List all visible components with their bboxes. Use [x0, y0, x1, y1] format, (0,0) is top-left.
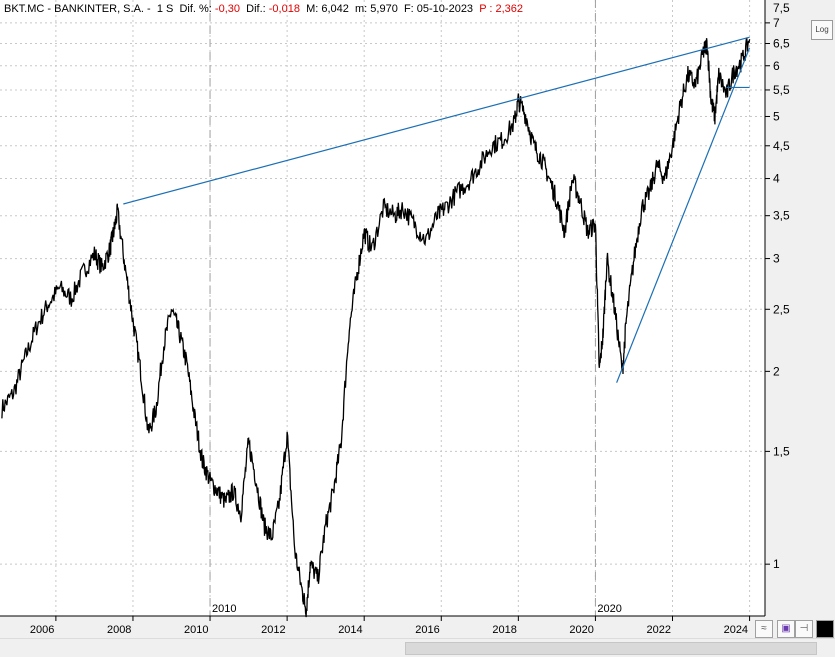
period-label: 1 S — [156, 3, 174, 15]
y-tick-label: 6,5 — [773, 36, 790, 50]
y-tick-label: 1,5 — [773, 444, 790, 458]
y-tick-label: 4,5 — [773, 139, 790, 153]
trendline — [616, 47, 751, 383]
x-tick-label: 2018 — [492, 624, 516, 636]
save-button[interactable]: ▣ — [777, 620, 795, 638]
dif-pct-label: Dif. %: — [179, 3, 212, 15]
x-tick-label: 2008 — [107, 624, 131, 636]
max-label: M: 6,042 — [306, 3, 349, 15]
x-tick-label: 2022 — [647, 624, 671, 636]
log-scale-button[interactable]: Log — [811, 20, 833, 40]
dif-value: -0,018 — [268, 3, 300, 15]
decade-marker-label: 2010 — [212, 603, 236, 615]
dif-label: Dif.: — [246, 3, 266, 15]
x-tick-label: 2014 — [338, 624, 362, 636]
scrollbar-thumb[interactable] — [405, 642, 817, 655]
y-tick-label: 1 — [773, 557, 780, 571]
time-axis — [0, 616, 765, 638]
y-tick-label: 7 — [773, 16, 780, 30]
x-tick-label: 2016 — [415, 624, 439, 636]
price-series-line — [1, 37, 751, 618]
y-tick-label: 6 — [773, 59, 780, 73]
price-chart[interactable]: 1 1,5 2 2,5 3 3,5 4 4,5 5 5,5 6 6,5 77,5 2006 2008 2010… — [0, 0, 835, 638]
dif-pct-value: -0,30 — [214, 3, 240, 15]
y-tick-label: 3 — [773, 252, 780, 266]
x-tick-label: 2010 — [184, 624, 208, 636]
y-tick-label: 4 — [773, 172, 780, 186]
chart-info-bar: BKT.MC - BANKINTER, S.A. - 1 S Dif. %: -… — [4, 3, 523, 15]
min-label: m: 5,970 — [355, 3, 398, 15]
y-tick-label: 5,5 — [773, 83, 790, 97]
symbol-label: BKT.MC - BANKINTER, S.A. - — [4, 3, 151, 15]
date-label: F: 05-10-2023 — [403, 3, 474, 15]
y-tick-label-partial: 7,5 — [773, 1, 790, 15]
y-tick-label: 3,5 — [773, 209, 790, 223]
fit-button[interactable]: ≈ — [755, 620, 773, 638]
chart-plot-area[interactable] — [0, 0, 765, 616]
pin-button[interactable]: ⊣ — [795, 620, 813, 638]
p-label: P : 2,362 — [479, 3, 524, 15]
x-tick-label: 2012 — [261, 624, 285, 636]
x-tick-label: 2006 — [30, 624, 54, 636]
color-button[interactable] — [816, 620, 834, 638]
x-tick-label: 2024 — [724, 624, 748, 636]
y-tick-label: 5 — [773, 109, 780, 123]
horizontal-scrollbar[interactable] — [0, 638, 835, 657]
x-tick-label: 2020 — [569, 624, 593, 636]
decade-marker-label: 2020 — [597, 603, 621, 615]
trendline — [123, 36, 750, 205]
y-tick-label: 2,5 — [773, 302, 790, 316]
price-axis — [765, 0, 835, 616]
y-tick-label: 2 — [773, 364, 780, 378]
